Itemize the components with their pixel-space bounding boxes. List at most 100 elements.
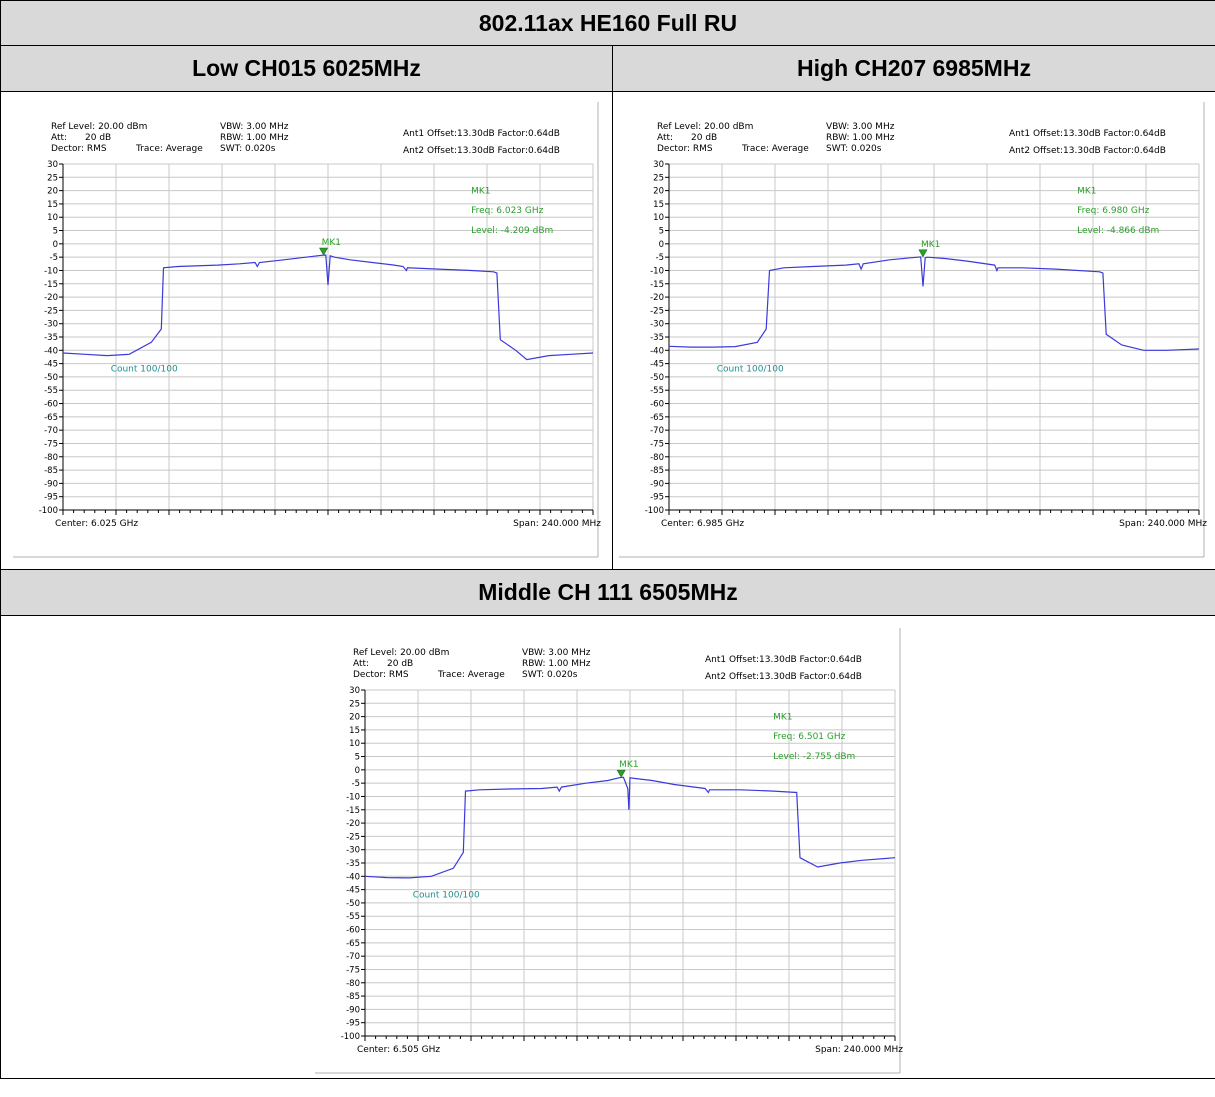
- y-tick-label: 0: [355, 766, 360, 776]
- y-tick-label: -25: [650, 306, 664, 316]
- y-tick-label: -55: [346, 912, 360, 922]
- rbw-label: RBW: 1.00 MHz: [826, 133, 895, 143]
- span-label: Span: 240.000 MHz: [815, 1045, 903, 1055]
- y-tick-label: -70: [346, 952, 360, 962]
- y-tick-label: -85: [346, 992, 360, 1002]
- vbw-label: VBW: 3.00 MHz: [522, 648, 591, 658]
- y-tick-label: 10: [349, 739, 360, 749]
- y-tick-label: -5: [50, 253, 58, 263]
- count-label: Count 100/100: [413, 891, 480, 901]
- marker-readout-level: Level: -2.755 dBm: [773, 752, 855, 762]
- ant1-offset-label: Ant1 Offset:13.30dB Factor:0.64dB: [1009, 129, 1166, 139]
- middle-channel-cell: Ref Level: 20.00 dBm Att: 20 dB Dector: RMS…: [0, 615, 1215, 1079]
- y-tick-label: -55: [650, 386, 664, 396]
- y-tick-label: 10: [47, 213, 58, 223]
- high-channel-cell: Ref Level: 20.00 dBm Att: 20 dB Dector: RMS…: [611, 91, 1215, 570]
- y-tick-label: 30: [47, 160, 58, 170]
- y-tick-label: -60: [650, 400, 664, 410]
- y-tick-label: -85: [44, 466, 58, 476]
- rbw-label: RBW: 1.00 MHz: [220, 133, 289, 143]
- y-tick-label: -50: [650, 373, 664, 383]
- marker-readout-name: MK1: [1077, 186, 1096, 196]
- y-tick-label: -95: [650, 493, 664, 503]
- center-frequency-label: Center: 6.025 GHz: [55, 519, 138, 529]
- marker-readout-name: MK1: [773, 712, 792, 722]
- y-tick-label: -60: [44, 400, 58, 410]
- trace-label: Trace: Average: [741, 144, 809, 154]
- y-tick-label: -50: [346, 899, 360, 909]
- y-tick-label: 20: [47, 187, 58, 197]
- att-label: Att:: [353, 659, 369, 669]
- y-tick-label: -30: [346, 846, 360, 856]
- y-tick-label: -15: [346, 806, 360, 816]
- vbw-label: VBW: 3.00 MHz: [220, 122, 289, 132]
- trace-label: Trace: Average: [135, 144, 203, 154]
- detector-label: Dector: RMS: [657, 144, 713, 154]
- y-tick-label: 25: [47, 173, 58, 183]
- spectrum-trace: [62, 254, 594, 361]
- ant1-offset-label: Ant1 Offset:13.30dB Factor:0.64dB: [403, 129, 560, 139]
- vbw-label: VBW: 3.00 MHz: [826, 122, 895, 132]
- low-channel-cell: Ref Level: 20.00 dBm Att: 20 dB Dector: RMS…: [0, 91, 613, 570]
- grid: [364, 689, 896, 1037]
- marker-label: MK1: [619, 760, 638, 770]
- y-tick-label: 10: [653, 213, 664, 223]
- y-tick-label: -5: [352, 779, 360, 789]
- spectrum-trace: [668, 256, 1200, 351]
- y-tick-label: -30: [44, 320, 58, 330]
- y-tick-label: -20: [346, 819, 360, 829]
- y-tick-label: -100: [645, 506, 664, 516]
- y-tick-label: -40: [650, 346, 664, 356]
- y-tick-label: 5: [355, 753, 360, 763]
- swt-label: SWT: 0.020s: [220, 144, 276, 154]
- y-tick-label: -100: [341, 1032, 360, 1042]
- y-tick-label: -5: [656, 253, 664, 263]
- y-tick-label: -35: [650, 333, 664, 343]
- y-tick-label: -25: [346, 832, 360, 842]
- y-tick-label: 15: [653, 200, 664, 210]
- y-tick-label: -20: [44, 293, 58, 303]
- marker-readout-freq: Freq: 6.501 GHz: [773, 732, 846, 742]
- marker-readout-name: MK1: [471, 186, 490, 196]
- marker-readout-freq: Freq: 6.980 GHz: [1077, 206, 1150, 216]
- detector-label: Dector: RMS: [353, 670, 409, 680]
- y-tick-label: 30: [653, 160, 664, 170]
- att-label: Att:: [51, 133, 67, 143]
- y-tick-label: -25: [44, 306, 58, 316]
- y-tick-label: -75: [650, 439, 664, 449]
- y-tick-label: 0: [53, 240, 58, 250]
- y-tick-label: -100: [39, 506, 58, 516]
- y-tick-label: -65: [650, 413, 664, 423]
- y-tick-label: 20: [349, 713, 360, 723]
- y-tick-label: -80: [650, 453, 664, 463]
- y-tick-label: -10: [44, 266, 58, 276]
- y-tick-label: -30: [650, 320, 664, 330]
- y-tick-label: -35: [346, 859, 360, 869]
- y-tick-label: -65: [44, 413, 58, 423]
- y-tick-label: -90: [346, 1005, 360, 1015]
- y-tick-label: -85: [650, 466, 664, 476]
- y-tick-label: -45: [44, 360, 58, 370]
- y-tick-label: -55: [44, 386, 58, 396]
- y-tick-label: -90: [650, 479, 664, 489]
- swt-label: SWT: 0.020s: [826, 144, 882, 154]
- y-tick-label: -80: [346, 979, 360, 989]
- y-tick-label: -70: [650, 426, 664, 436]
- center-frequency-label: Center: 6.985 GHz: [661, 519, 744, 529]
- swt-label: SWT: 0.020s: [522, 670, 578, 680]
- ant1-offset-label: Ant1 Offset:13.30dB Factor:0.64dB: [705, 655, 862, 665]
- y-tick-label: -65: [346, 939, 360, 949]
- y-tick-label: -10: [650, 266, 664, 276]
- y-tick-label: -95: [346, 1019, 360, 1029]
- ref-level-label: Ref Level: 20.00 dBm: [353, 648, 449, 658]
- rbw-label: RBW: 1.00 MHz: [522, 659, 591, 669]
- grid: [62, 163, 594, 511]
- y-tick-label: -80: [44, 453, 58, 463]
- marker-readout-freq: Freq: 6.023 GHz: [471, 206, 544, 216]
- y-tick-label: 25: [653, 173, 664, 183]
- att-value: 20 dB: [387, 659, 413, 669]
- marker-label: MK1: [322, 238, 341, 248]
- y-tick-label: -35: [44, 333, 58, 343]
